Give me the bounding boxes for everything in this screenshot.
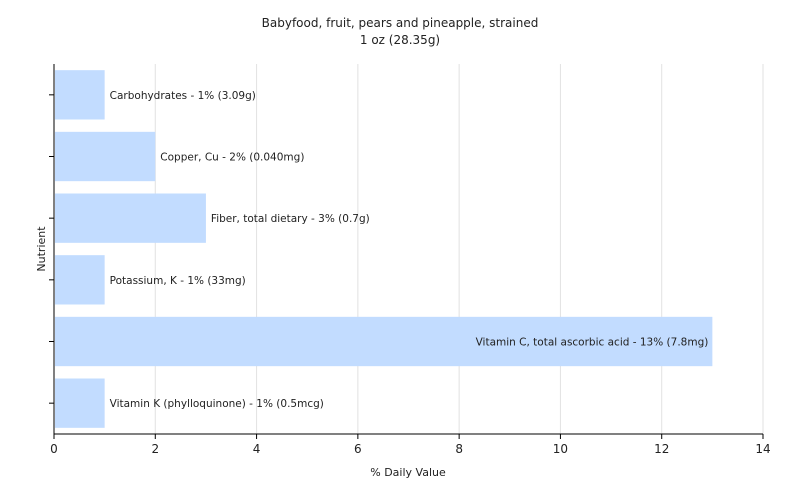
bar-labels: Carbohydrates - 1% (3.09g) Copper, Cu - 2… bbox=[110, 90, 709, 410]
bar-data-label: Vitamin K (phylloquinone) - 1% (0.5mcg) bbox=[110, 398, 324, 410]
bar-data-label: Fiber, total dietary - 3% (0.7g) bbox=[211, 213, 370, 225]
x-tick-label: 0 bbox=[50, 442, 58, 456]
gridlines bbox=[154, 64, 764, 434]
bar-data-label: Potassium, K - 1% (33mg) bbox=[110, 275, 246, 287]
bar bbox=[55, 193, 206, 243]
bar bbox=[55, 255, 105, 305]
x-axis-label: % Daily Value bbox=[370, 466, 446, 479]
bar bbox=[55, 316, 713, 367]
x-tick-label: 6 bbox=[354, 442, 362, 456]
axes: 0 2 4 6 8 10 12 14 bbox=[49, 64, 771, 456]
x-tick-label: 4 bbox=[253, 442, 261, 456]
bar bbox=[55, 131, 156, 182]
x-tick-label: 8 bbox=[455, 442, 463, 456]
x-tick-label: 14 bbox=[755, 442, 770, 456]
x-tick-label: 2 bbox=[151, 442, 159, 456]
bar-data-label: Carbohydrates - 1% (3.09g) bbox=[110, 90, 256, 102]
chart-title: Babyfood, fruit, pears and pineapple, st… bbox=[262, 16, 539, 30]
bar-data-label: Copper, Cu - 2% (0.040mg) bbox=[160, 152, 304, 164]
y-axis-label: Nutrient bbox=[35, 226, 48, 272]
bar bbox=[55, 378, 105, 428]
chart-subtitle: 1 oz (28.35g) bbox=[360, 33, 440, 47]
bars bbox=[55, 70, 713, 428]
x-tick-label: 10 bbox=[553, 442, 568, 456]
x-tick-label: 12 bbox=[654, 442, 669, 456]
bar-data-label: Vitamin C, total ascorbic acid - 13% (7.… bbox=[476, 337, 709, 349]
bar bbox=[55, 70, 105, 120]
